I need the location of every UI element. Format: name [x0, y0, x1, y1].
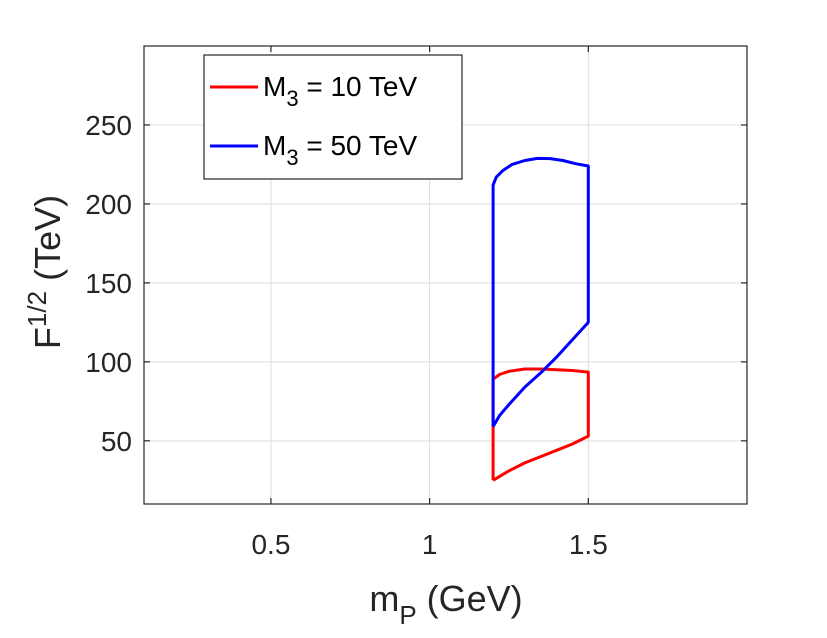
y-axis-label: F1/2 (TeV) — [22, 195, 68, 349]
y-axis-label-unit: (TeV) — [27, 195, 68, 291]
x-tick-label: 1 — [422, 529, 438, 560]
y-axis-label-superscript: 1/2 — [22, 291, 52, 327]
legend-label-10tev: M3 = 10 TeV — [263, 71, 417, 111]
y-tick-label: 150 — [85, 268, 132, 299]
y-tick-label: 250 — [85, 110, 132, 141]
ticks: 0.5 1 1.5 50 100 150 200 250 — [85, 46, 747, 560]
series-line-50tev — [491, 156, 590, 428]
legend: M3 = 10 TeV M3 = 50 TeV — [203, 54, 463, 180]
y-tick-label: 200 — [85, 189, 132, 220]
series-line-10tev — [491, 367, 590, 482]
x-axis-label: mP (GeV) — [369, 578, 522, 630]
x-axis-label-base: m — [369, 578, 399, 619]
y-tick-label: 100 — [85, 347, 132, 378]
x-axis-label-subscript: P — [399, 600, 416, 630]
y-axis-label-base: F — [27, 327, 68, 349]
series-layer — [491, 156, 590, 482]
x-tick-label: 0.5 — [251, 529, 290, 560]
y-tick-label: 50 — [101, 426, 132, 457]
plot-frame — [143, 45, 748, 505]
x-axis-label-unit: (GeV) — [417, 578, 523, 619]
x-tick-label: 1.5 — [569, 529, 608, 560]
legend-label-50tev: M3 = 50 TeV — [263, 130, 417, 170]
legend-box — [203, 54, 463, 180]
